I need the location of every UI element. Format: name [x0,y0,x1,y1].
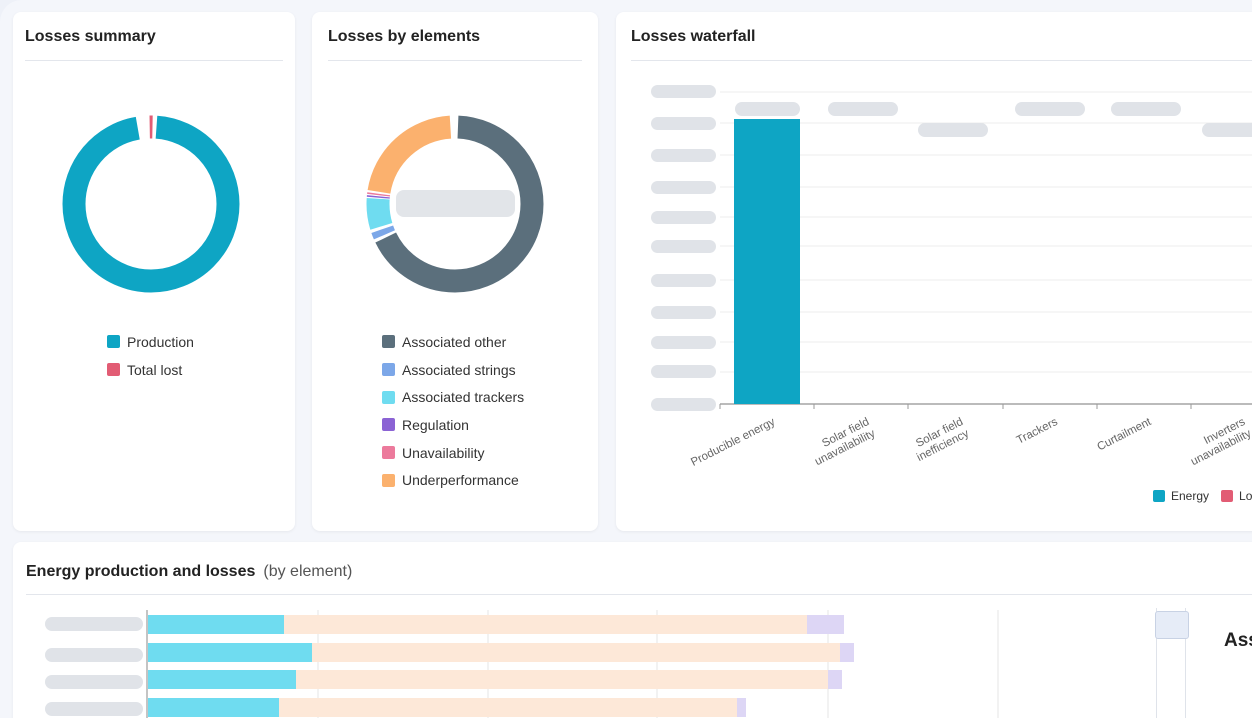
divider [631,60,1252,61]
legend-swatch [382,390,395,404]
element-bar-chart [45,610,999,718]
donut-segment-associated-trackers[interactable] [366,115,544,293]
bar-regulation[interactable] [840,643,854,662]
divider [26,594,1252,595]
card-title: Losses by elements [328,28,481,45]
side-heading: Ass [1224,630,1252,651]
bar-underperformance[interactable] [312,643,840,662]
waterfall-bar-producible-energy[interactable] [734,119,800,404]
bar-underperformance[interactable] [284,615,807,634]
card-title: Losses summary [25,28,156,45]
losses-summary-donut[interactable] [58,111,244,297]
waterfall-gridlines [720,91,1252,373]
row-1[interactable] [148,615,844,634]
card-title: Energy production and losses (by element) [26,563,352,581]
legend-label: Associated other [402,333,507,350]
bar-trackers[interactable] [148,698,279,717]
bar-regulation[interactable] [807,615,844,634]
bar-underperformance[interactable] [279,698,737,717]
legend-label: Associated trackers [402,389,525,406]
legend-item-production[interactable]: Production [107,328,194,356]
scroll-track[interactable] [1155,608,1189,718]
bar-trackers[interactable] [148,643,312,662]
legend-item-regulation[interactable]: Regulation [382,411,524,439]
bar-regulation[interactable] [828,670,842,689]
bar-trackers[interactable] [148,615,284,634]
legend-item-associated-strings[interactable]: Associated strings [382,356,524,384]
section-title: Energy production and losses [26,563,256,580]
section-subtitle: (by element) [263,563,353,580]
divider [25,60,283,61]
legend-item-associated-trackers[interactable]: Associated trackers [382,383,524,411]
bar-regulation[interactable] [737,698,746,717]
legend-label: Associated strings [402,361,516,378]
losses-by-elements-donut[interactable] [362,111,548,297]
waterfall-y-tick-placeholders [651,85,716,411]
energy-production-card: Energy production and losses (by element) [13,542,1252,718]
legend-swatch [382,418,395,432]
legend-label: Regulation [402,416,469,433]
legend-item-total-lost[interactable]: Total lost [107,356,194,384]
donut-segment-total-lost[interactable] [62,115,240,293]
legend-swatch [107,335,120,349]
row-3[interactable] [148,670,842,689]
waterfall-x-ticks [719,404,1192,409]
legend-label: Production [127,333,194,350]
legend-label: Unavailability [402,444,485,461]
divider [328,60,582,61]
legend-item-unavailability[interactable]: Unavailability [382,439,524,467]
losses-by-elements-legend: Associated other Associated strings Asso… [382,328,524,494]
legend-label: Underperformance [402,472,519,489]
row-4[interactable] [148,698,746,717]
legend-item-associated-other[interactable]: Associated other [382,328,524,356]
waterfall-plot [651,85,1252,411]
bar-underperformance[interactable] [296,670,828,689]
legend-swatch [1153,490,1165,502]
legend-swatch [107,363,120,377]
row-2[interactable] [148,643,854,662]
legend-label: Total lost [127,361,183,378]
legend-swatch [382,335,395,349]
losses-summary-card: Losses summary Production Total lost [13,12,295,531]
card-title: Losses waterfall [631,28,756,45]
donut-segment-associated-other[interactable] [366,115,544,293]
legend-item-underperformance[interactable]: Underperformance [382,466,524,494]
losses-waterfall-card: Losses waterfall [616,12,1252,531]
legend-label-energy[interactable]: Energy [1171,489,1210,503]
donut-segment-production[interactable] [62,115,240,293]
legend-swatch [382,446,395,460]
losses-summary-legend: Production Total lost [107,328,194,383]
legend-swatch [382,363,395,377]
bar-trackers[interactable] [148,670,296,689]
waterfall-value-label-placeholders [735,102,1252,137]
legend-label-losses[interactable]: Lo [1239,489,1252,503]
tooltip-placeholder [396,190,515,217]
losses-by-elements-card: Losses by elements Associated other Asso… [312,12,598,531]
legend-swatch [382,473,395,487]
scroll-handle-icon[interactable] [1155,611,1189,639]
legend-swatch [1221,490,1234,502]
waterfall-legend: Energy Lo [1153,489,1252,503]
row-label-placeholders [45,617,143,716]
